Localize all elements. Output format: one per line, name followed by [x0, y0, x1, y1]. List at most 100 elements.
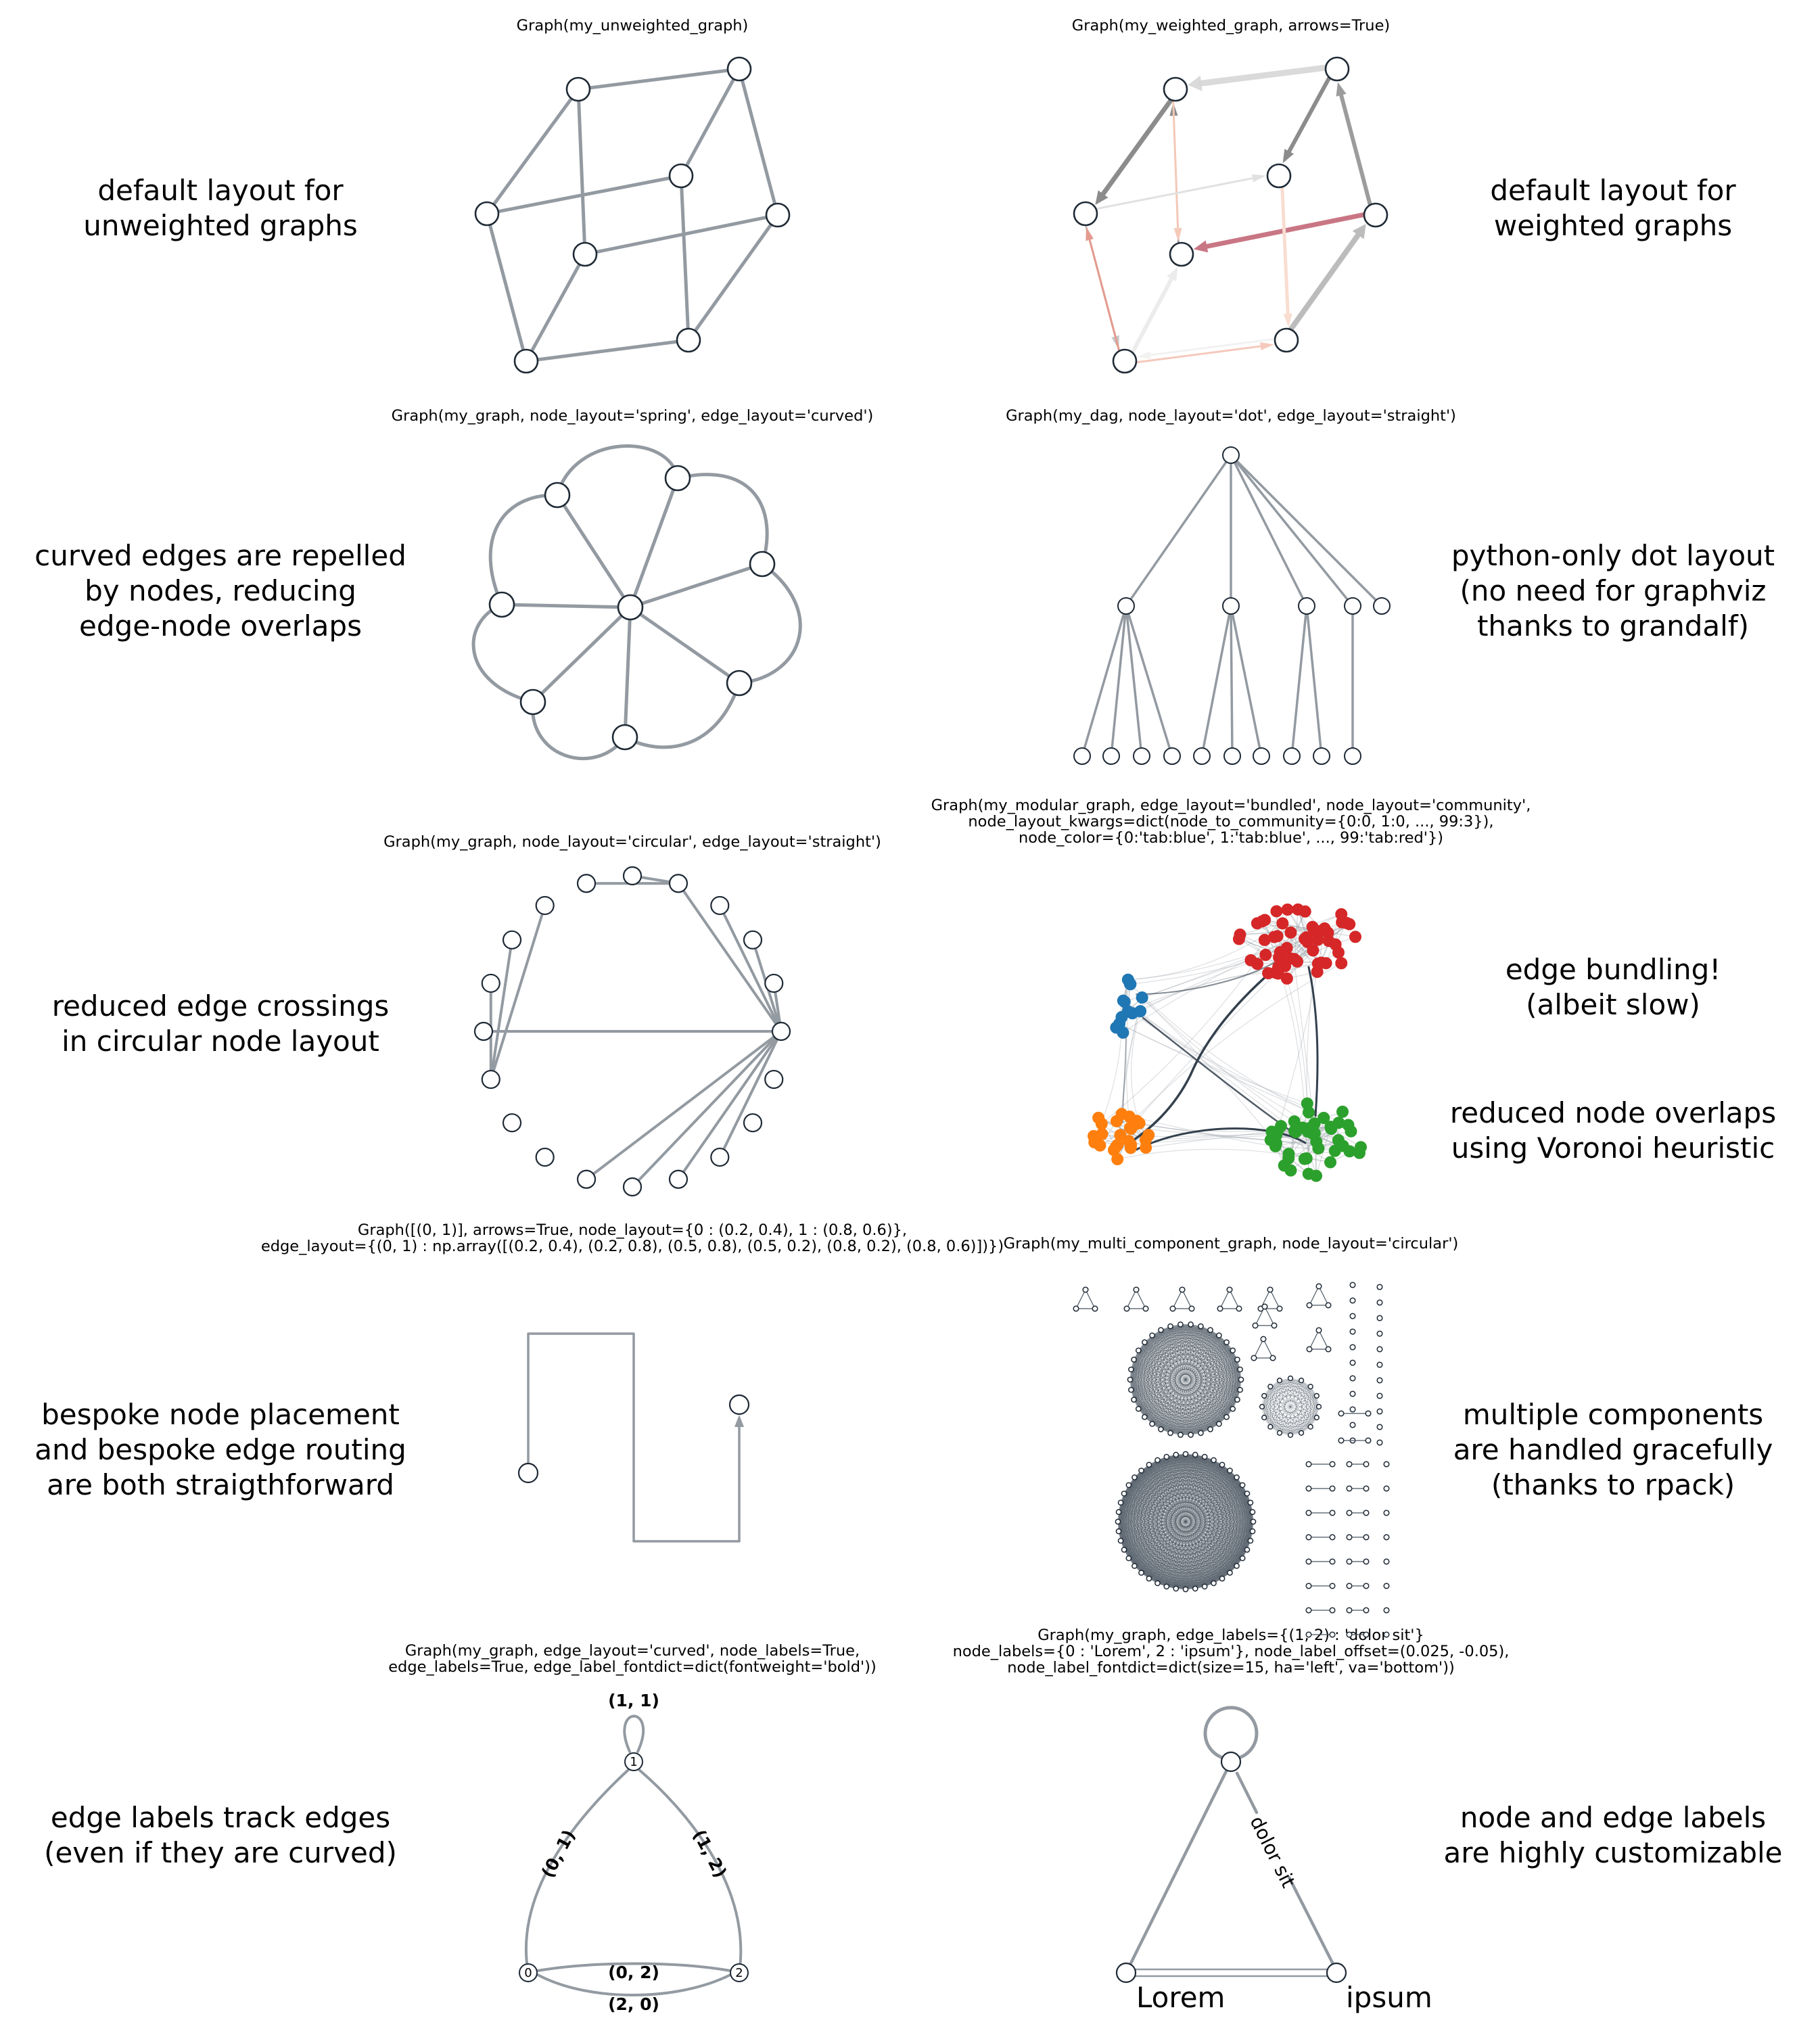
- edge: [1175, 1502, 1251, 1589]
- node: [1227, 1468, 1233, 1474]
- edge: [488, 493, 559, 607]
- edge: [1190, 1324, 1238, 1360]
- node: [1259, 914, 1271, 927]
- node: [1349, 1344, 1356, 1351]
- node: [1306, 1346, 1313, 1353]
- edge: [1204, 1484, 1243, 1587]
- node: [1344, 597, 1361, 615]
- node: [710, 895, 730, 916]
- edge: [1310, 1395, 1317, 1427]
- node: [1276, 917, 1289, 930]
- node: [1096, 1127, 1109, 1140]
- edge: [1290, 1378, 1317, 1397]
- edge: [1279, 1378, 1291, 1434]
- edge: [1129, 1330, 1161, 1380]
- edge: [1166, 1456, 1248, 1494]
- edge: [1134, 1342, 1145, 1400]
- node: [1131, 1357, 1137, 1363]
- panel-caption: Graph(my_graph, edge_layout='curved', no…: [388, 1642, 877, 1676]
- edge: [1110, 605, 1127, 757]
- arrowhead: [1251, 174, 1266, 183]
- panel-description: reduced edge crossings in circular node l…: [52, 989, 389, 1058]
- panel-description-line: (thanks to rpack): [1491, 1468, 1735, 1501]
- caption-layer: Graph(my_unweighted_graph) Graph(my_weigh…: [261, 17, 1531, 1677]
- edge: [1136, 960, 1279, 995]
- node-label-lorem: Lorem: [1136, 1981, 1225, 2014]
- edge: [536, 1973, 732, 1996]
- node: [617, 594, 644, 621]
- node: [1163, 1583, 1170, 1590]
- node: [1253, 747, 1270, 765]
- node: [1313, 747, 1330, 765]
- edge: [1307, 966, 1319, 1117]
- node: [1115, 1962, 1137, 1984]
- edge: [1301, 1380, 1320, 1407]
- edge: [1134, 1470, 1230, 1478]
- edge: [1148, 1502, 1251, 1579]
- node: [1201, 1583, 1208, 1590]
- node: [502, 1113, 522, 1133]
- arrowhead: [1352, 224, 1366, 239]
- edge: [1309, 1330, 1320, 1350]
- edge: [1131, 1369, 1240, 1390]
- node: [1115, 1509, 1122, 1516]
- edge: [585, 1030, 783, 1181]
- node: [1177, 1321, 1184, 1328]
- edge: [1166, 1456, 1253, 1513]
- node: [1217, 1305, 1223, 1312]
- edge: [1128, 1459, 1158, 1559]
- panel-caption-line: Graph(my_graph, node_layout='circular', …: [383, 833, 881, 851]
- edge: [1279, 1386, 1311, 1434]
- node: [1142, 1305, 1149, 1312]
- edge: [1290, 1417, 1317, 1436]
- edge: [1152, 1369, 1240, 1424]
- panel-description: default layout for weighted graphs: [1490, 174, 1736, 242]
- edge: [628, 562, 764, 609]
- node: [1134, 1005, 1147, 1018]
- node: [1274, 327, 1299, 353]
- node: [1222, 597, 1240, 615]
- edge: [1221, 1477, 1237, 1579]
- node: [1111, 1153, 1124, 1166]
- edge: [485, 87, 580, 216]
- panel-description-line: are handled gracefully: [1453, 1433, 1773, 1466]
- edge: [1270, 1386, 1317, 1418]
- node: [1315, 956, 1328, 969]
- node: [1346, 1607, 1353, 1614]
- edge: [637, 1768, 743, 1974]
- node: [1192, 1451, 1198, 1458]
- edge: [1148, 1464, 1243, 1486]
- panel-caption: Graph(my_multi_component_graph, node_lay…: [1004, 1235, 1459, 1252]
- arrowhead: [1188, 75, 1203, 91]
- node: [1313, 1392, 1320, 1399]
- arrowhead: [1283, 313, 1292, 327]
- node: [1223, 1413, 1230, 1420]
- edge: [531, 605, 632, 704]
- edge: [1138, 1369, 1240, 1409]
- edge: [1287, 1875, 1334, 1965]
- edge: [1144, 1342, 1238, 1360]
- panel-description: python-only dot layout (no need for graph…: [1451, 539, 1775, 642]
- edge: [1239, 922, 1283, 935]
- node: [1216, 1421, 1222, 1427]
- node: [1365, 1410, 1372, 1417]
- panel-description-line: edge-node overlaps: [79, 609, 362, 642]
- edge: [1118, 1456, 1205, 1513]
- edge: [1219, 1359, 1238, 1424]
- edge: [623, 1714, 645, 1753]
- edge-label: (0, 2): [608, 1963, 659, 1982]
- node: [1310, 1169, 1323, 1182]
- edge: [536, 1962, 732, 1972]
- edge: [485, 212, 528, 363]
- edge: [1263, 1417, 1291, 1436]
- node: [576, 874, 597, 893]
- node: [1182, 1586, 1189, 1593]
- edge: [1123, 1459, 1214, 1494]
- node: [1149, 1332, 1155, 1338]
- edge: [1141, 1470, 1253, 1513]
- panel-description-line: bespoke node placement: [41, 1398, 400, 1431]
- node: [1095, 1117, 1108, 1130]
- node: [1207, 1327, 1213, 1333]
- edge: [1309, 1286, 1320, 1306]
